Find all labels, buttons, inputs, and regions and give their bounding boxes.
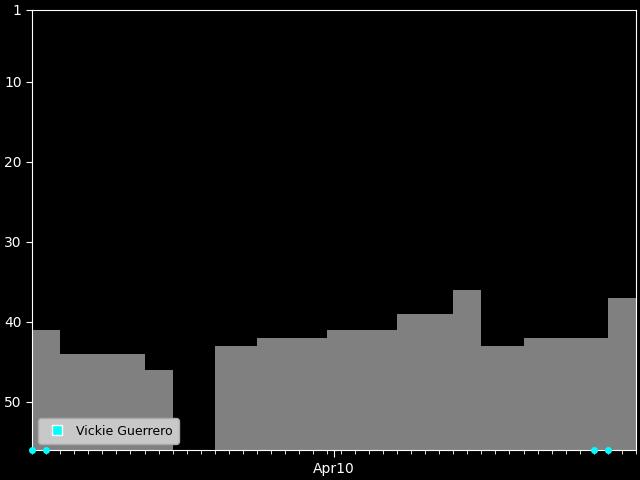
Legend: Vickie Guerrero: Vickie Guerrero bbox=[38, 418, 179, 444]
